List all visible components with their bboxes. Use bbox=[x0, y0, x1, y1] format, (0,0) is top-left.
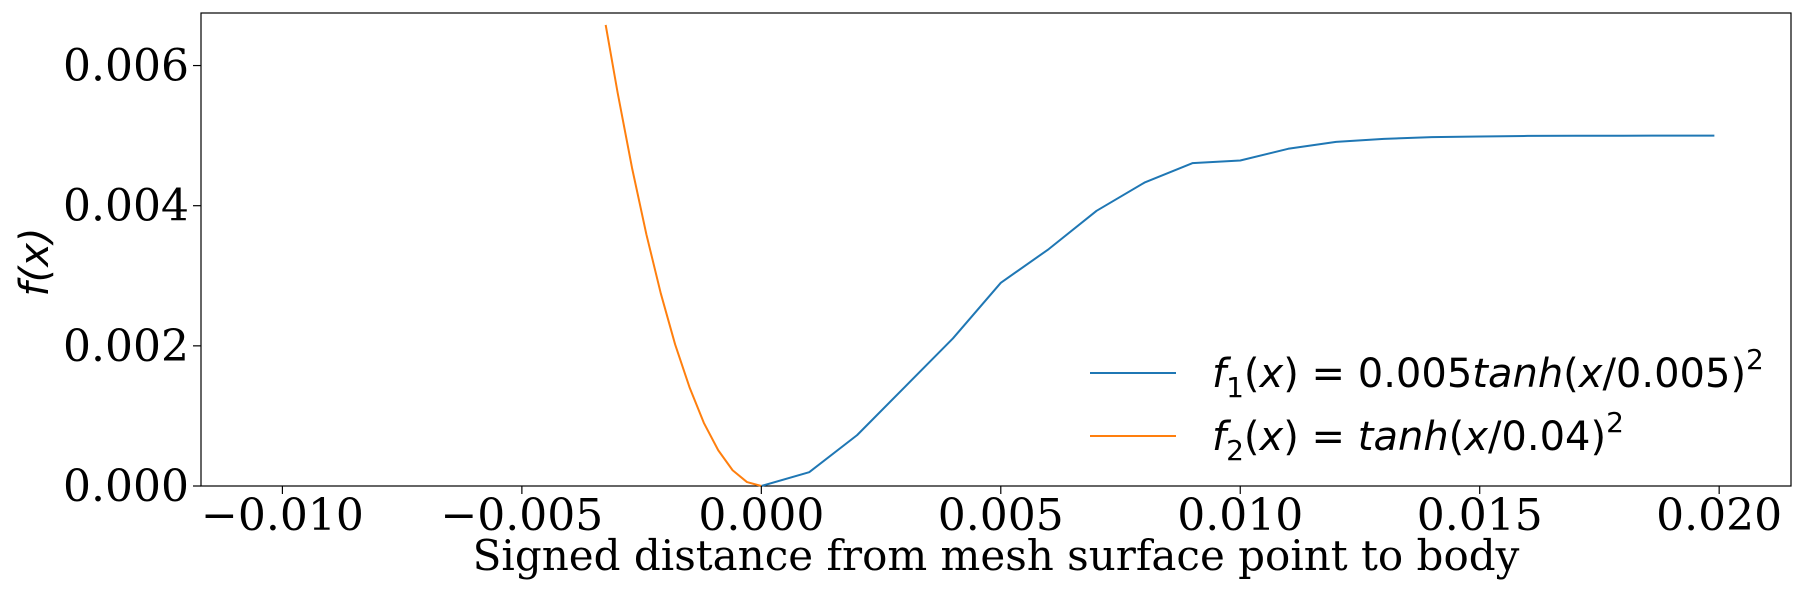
y-axis-title: f(x) bbox=[12, 228, 58, 297]
x-tick-label: −0.010 bbox=[201, 490, 364, 541]
legend-label-1: f1(x) = 0.005tanh(x/0.005)2 bbox=[1212, 343, 1764, 404]
series-line-1 bbox=[761, 134, 1715, 487]
y-tick-label: 0.000 bbox=[63, 461, 189, 512]
y-tick-label: 0.004 bbox=[63, 181, 189, 232]
series-layer bbox=[604, 24, 1715, 487]
y-tick-label: 0.002 bbox=[63, 321, 189, 372]
x-tick-label: 0.000 bbox=[698, 490, 824, 541]
y-tick-label: 0.006 bbox=[63, 41, 189, 92]
x-tick-label: 0.005 bbox=[938, 490, 1064, 541]
x-axis-title: Signed distance from mesh surface point … bbox=[473, 531, 1520, 580]
plot-area bbox=[200, 12, 1792, 487]
x-tick-label: 0.020 bbox=[1656, 490, 1782, 541]
x-tick-label: 0.010 bbox=[1177, 490, 1303, 541]
y-axis: 0.000 0.002 0.004 0.006 bbox=[63, 41, 201, 512]
legend: f1(x) = 0.005tanh(x/0.005)2f2(x) = tanh(… bbox=[1090, 343, 1764, 467]
legend-label-2: f2(x) = tanh(x/0.04)2 bbox=[1212, 406, 1624, 467]
x-axis: −0.010 −0.005 0.000 0.005 0.010 0.015 0.020 bbox=[201, 486, 1782, 541]
series-line-2 bbox=[604, 24, 762, 487]
x-tick-label: −0.005 bbox=[440, 490, 603, 541]
x-tick-label: 0.015 bbox=[1417, 490, 1543, 541]
